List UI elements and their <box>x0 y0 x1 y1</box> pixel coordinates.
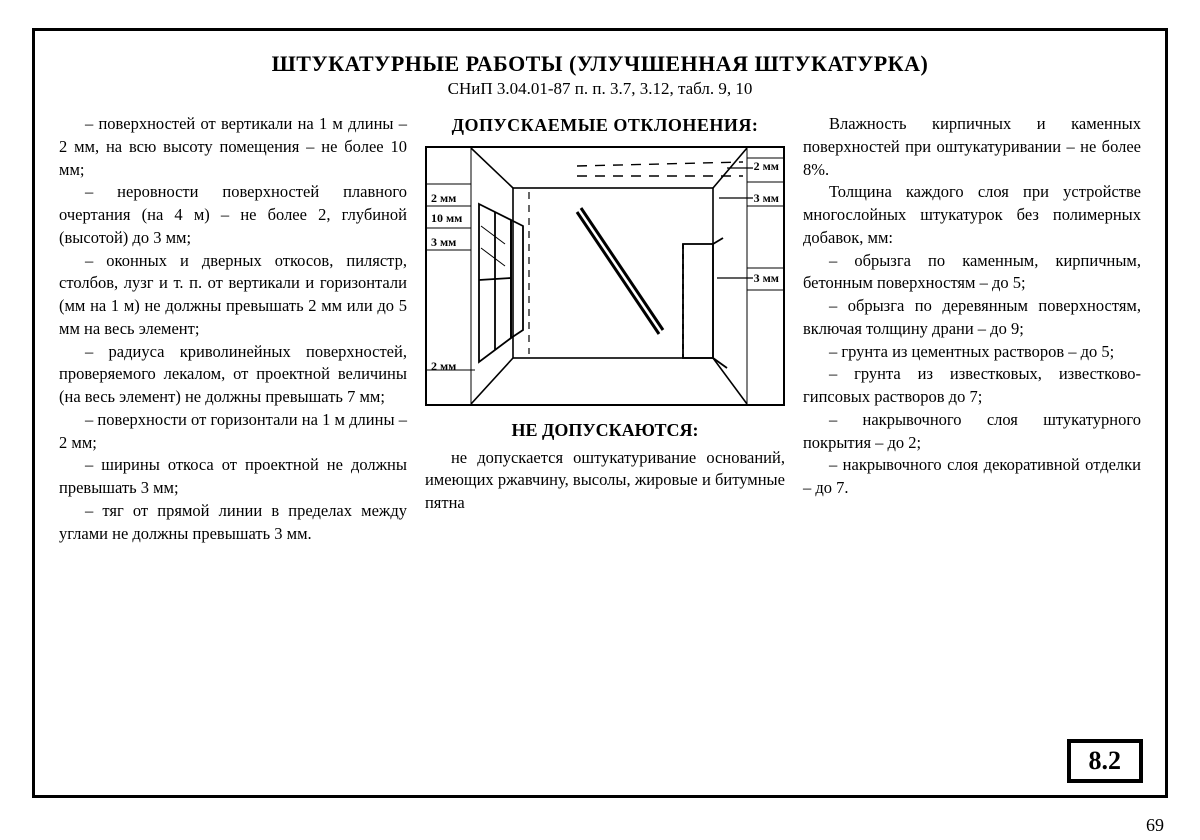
right-para: – обрызга по деревянным поверхностям, вк… <box>803 295 1141 341</box>
left-para: – поверхности от горизонтали на 1 м длин… <box>59 409 407 455</box>
left-column: – поверхностей от вертикали на 1 м длины… <box>59 113 407 546</box>
right-para: Влажность кирпичных и каменных поверхнос… <box>803 113 1141 181</box>
left-para: – радиуса криволинейных поверхностей, пр… <box>59 341 407 409</box>
right-para: – накрывочного слоя штукатурного покрыти… <box>803 409 1141 455</box>
right-para: – грунта из цементных растворов – до 5; <box>803 341 1141 364</box>
not-allowed-heading: НЕ ДОПУСКАЮТСЯ: <box>425 418 785 443</box>
section-badge: 8.2 <box>1067 739 1144 783</box>
diagram-label: 2 мм <box>754 158 779 175</box>
diagram-label: 3 мм <box>754 270 779 287</box>
page-frame: ШТУКАТУРНЫЕ РАБОТЫ (УЛУЧШЕННАЯ ШТУКАТУРК… <box>32 28 1168 798</box>
page-number: 69 <box>1146 815 1164 836</box>
diagram-label: 3 мм <box>754 190 779 207</box>
diagram-svg <box>427 148 783 404</box>
diagram-label: 3 мм <box>431 234 456 251</box>
right-para: – обрызга по каменным, кирпичным, бетонн… <box>803 250 1141 296</box>
right-column: Влажность кирпичных и каменных поверхнос… <box>803 113 1141 546</box>
tolerance-diagram: 2 мм 3 мм 3 мм 2 мм 10 мм 3 мм 2 мм <box>425 146 785 406</box>
page-title: ШТУКАТУРНЫЕ РАБОТЫ (УЛУЧШЕННАЯ ШТУКАТУРК… <box>59 51 1141 77</box>
right-para: Толщина каждого слоя при устройстве мног… <box>803 181 1141 249</box>
left-para: – поверхностей от вертикали на 1 м длины… <box>59 113 407 181</box>
diagram-label: 2 мм <box>431 190 456 207</box>
not-allowed-body: не допускается оштукатуривание оснований… <box>425 447 785 515</box>
left-para: – оконных и дверных откосов, пилястр, ст… <box>59 250 407 341</box>
left-para: – ширины откоса от проектной не должны п… <box>59 454 407 500</box>
right-para: – накрывочного слоя декоративной отделки… <box>803 454 1141 500</box>
left-para: – тяг от прямой линии в пределах между у… <box>59 500 407 546</box>
left-para: – неровности поверхностей плавного очерт… <box>59 181 407 249</box>
page-subtitle: СНиП 3.04.01-87 п. п. 3.7, 3.12, табл. 9… <box>59 79 1141 99</box>
content-columns: – поверхностей от вертикали на 1 м длины… <box>59 113 1141 546</box>
middle-column: ДОПУСКАЕМЫЕ ОТКЛОНЕНИЯ: <box>425 113 785 546</box>
diagram-label: 10 мм <box>431 210 462 227</box>
allowed-heading: ДОПУСКАЕМЫЕ ОТКЛОНЕНИЯ: <box>425 113 785 138</box>
diagram-label: 2 мм <box>431 358 456 375</box>
right-para: – грунта из известковых, известково-гипс… <box>803 363 1141 409</box>
